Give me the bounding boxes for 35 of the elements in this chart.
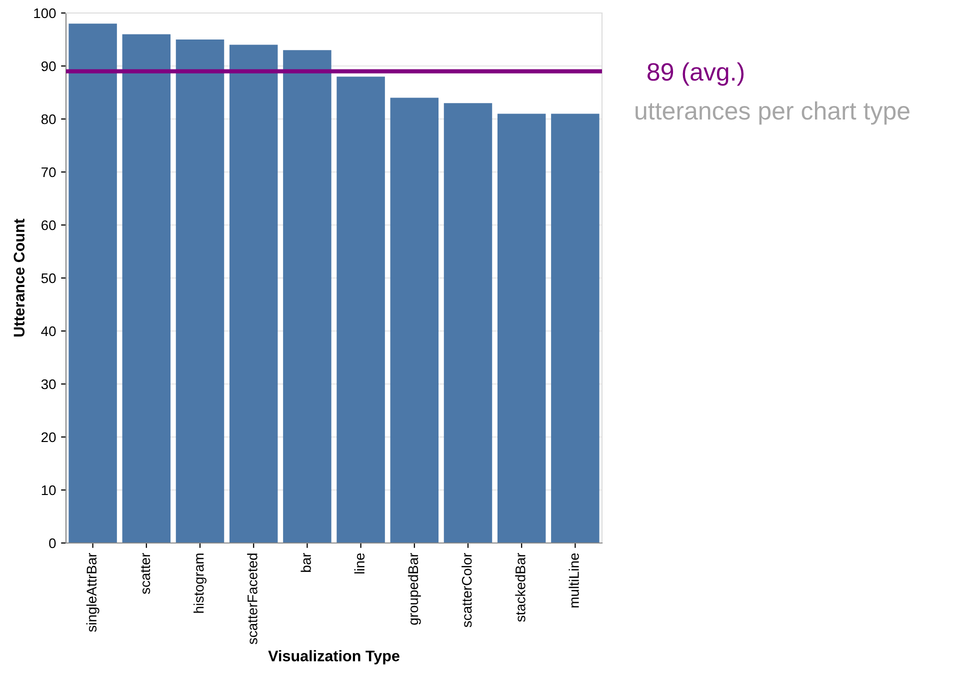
x-axis-title: Visualization Type (268, 650, 400, 664)
bar (283, 50, 332, 543)
bar (68, 24, 117, 543)
y-tick-label: 60 (42, 220, 56, 230)
x-tick-label: scatter (141, 552, 150, 594)
y-tick-label: 70 (42, 167, 56, 178)
x-tick-label: stackedBar (515, 552, 526, 622)
y-tick-label: 30 (41, 379, 56, 390)
x-tick-label: singleAttrBar (86, 552, 100, 632)
y-tick-label: 50 (41, 273, 56, 284)
bar (336, 76, 385, 543)
ref-line-label: 89 (avg.) (648, 62, 744, 86)
x-tick-label: multiLine (568, 553, 579, 608)
y-tick-label: 100 (34, 8, 56, 18)
y-tick-label: 10 (42, 485, 56, 496)
bar (122, 34, 171, 543)
y-tick-label: 0 (49, 538, 56, 548)
x-tick-label: histogram (194, 554, 206, 613)
x-tick-label: line (354, 553, 365, 574)
bar (497, 114, 546, 543)
bar (176, 40, 224, 543)
bar (390, 98, 439, 543)
y-axis-title: Utterance Count (14, 218, 25, 336)
y-tick-label: 80 (41, 114, 56, 124)
x-tick-label: scatterColor (462, 552, 472, 628)
y-tick-label: 90 (41, 61, 56, 72)
bar (229, 44, 278, 543)
bar (551, 114, 600, 543)
bar (444, 103, 492, 543)
y-tick-label: 40 (41, 326, 56, 336)
y-tick-label: 20 (42, 432, 56, 442)
x-tick-label: groupedBar (408, 552, 421, 625)
x-tick-label: bar (300, 552, 311, 572)
x-tick-label: scatterFaceted (247, 554, 258, 644)
text: utterances per chart type (636, 101, 910, 125)
